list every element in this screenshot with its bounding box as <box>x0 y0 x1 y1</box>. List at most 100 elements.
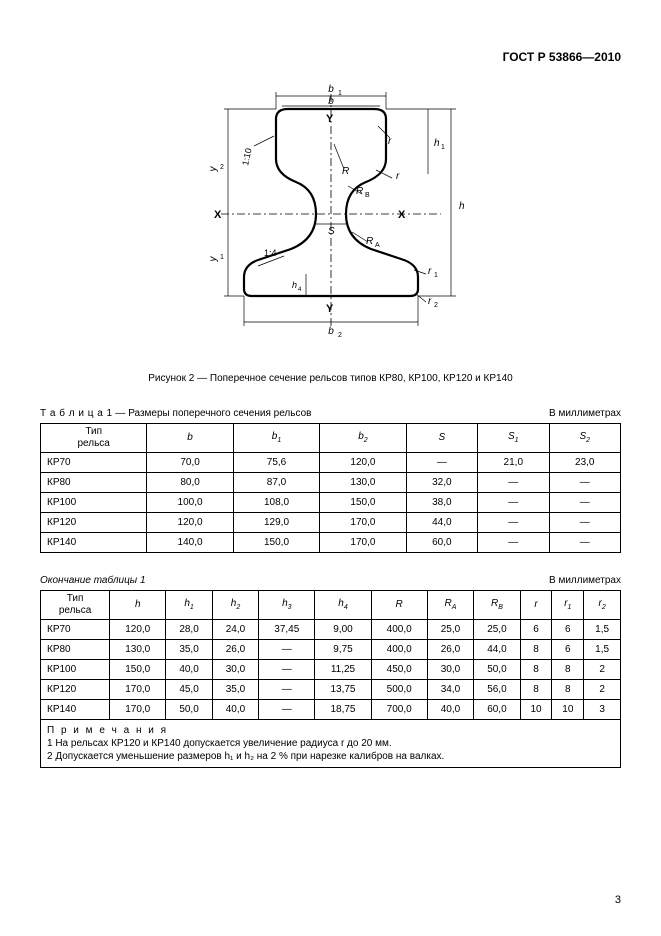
cell: 75,6 <box>233 453 319 473</box>
table-row: КР120170,045,035,0—13,75500,034,056,0882 <box>41 680 621 700</box>
table2-notes: П р и м е ч а н и я 1 На рельсах КР120 и… <box>40 720 621 768</box>
svg-text:X: X <box>398 209 406 221</box>
cell: КР70 <box>41 620 110 640</box>
cell: КР80 <box>41 473 147 493</box>
cell: 56,0 <box>474 680 520 700</box>
cell: 35,0 <box>212 680 258 700</box>
cell: — <box>549 493 621 513</box>
cell: 170,0 <box>110 680 166 700</box>
col-header: S <box>406 424 477 453</box>
cell: 30,0 <box>427 660 473 680</box>
cell: 80,0 <box>147 473 233 493</box>
cell: — <box>259 660 315 680</box>
svg-text:h: h <box>292 280 297 290</box>
col-header: h <box>110 591 166 620</box>
cell: 1,5 <box>584 640 621 660</box>
cell: 37,45 <box>259 620 315 640</box>
svg-text:b: b <box>328 326 334 337</box>
col-header: S2 <box>549 424 621 453</box>
cell: 26,0 <box>427 640 473 660</box>
col-header: S1 <box>478 424 549 453</box>
rail-cross-section-svg: b1bb2hh1y2y1XXYY1:101:4rrRBRRAr1r2Sh4 <box>166 74 496 354</box>
cell: 50,0 <box>166 700 212 720</box>
note-2: 2 Допускается уменьшение размеров h₁ и h… <box>47 750 614 763</box>
standard-number: ГОСТ Р 53866—2010 <box>40 50 621 64</box>
svg-text:S: S <box>328 226 335 237</box>
table-row: КР140140,0150,0170,060,0—— <box>41 533 621 553</box>
cell: 60,0 <box>406 533 477 553</box>
svg-text:1: 1 <box>338 90 342 97</box>
svg-text:Y: Y <box>326 303 334 315</box>
page: ГОСТ Р 53866—2010 b1bb2hh1y2y1XXYY1:101:… <box>0 0 661 936</box>
cell: 87,0 <box>233 473 319 493</box>
col-header: RA <box>427 591 473 620</box>
svg-text:y: y <box>208 166 219 173</box>
svg-text:2: 2 <box>434 302 438 309</box>
cell: 10 <box>520 700 552 720</box>
col-header: Типрельса <box>41 424 147 453</box>
svg-text:2: 2 <box>338 332 342 339</box>
svg-text:b: b <box>328 84 334 95</box>
table1-unit: В миллиметрах <box>549 408 621 419</box>
col-header: r1 <box>552 591 584 620</box>
cell: 8 <box>520 680 552 700</box>
svg-text:r: r <box>396 171 400 182</box>
col-header: b1 <box>233 424 319 453</box>
table-row: КР70120,028,024,037,459,00400,025,025,06… <box>41 620 621 640</box>
table-1: Типрельсаbb1b2SS1S2КР7070,075,6120,0—21,… <box>40 423 621 553</box>
cell: — <box>478 473 549 493</box>
cell: 40,0 <box>427 700 473 720</box>
cell: 6 <box>520 620 552 640</box>
col-header: r2 <box>584 591 621 620</box>
cell: 500,0 <box>371 680 427 700</box>
col-header: RB <box>474 591 520 620</box>
cell: 21,0 <box>478 453 549 473</box>
svg-text:r: r <box>428 296 432 307</box>
cell: 9,75 <box>315 640 371 660</box>
cell: 6 <box>552 620 584 640</box>
cell: 1,5 <box>584 620 621 640</box>
svg-text:Y: Y <box>326 113 334 125</box>
cell: КР120 <box>41 513 147 533</box>
table2-unit: В миллиметрах <box>549 575 621 586</box>
cell: 10 <box>552 700 584 720</box>
cell: 25,0 <box>474 620 520 640</box>
cell: 45,0 <box>166 680 212 700</box>
svg-text:1: 1 <box>220 254 224 261</box>
cell: 25,0 <box>427 620 473 640</box>
svg-text:X: X <box>214 209 222 221</box>
cell: 35,0 <box>166 640 212 660</box>
cell: 130,0 <box>110 640 166 660</box>
cell: 400,0 <box>371 620 427 640</box>
svg-text:2: 2 <box>220 164 224 171</box>
cell: 3 <box>584 700 621 720</box>
cell: 150,0 <box>110 660 166 680</box>
cell: 26,0 <box>212 640 258 660</box>
cell: — <box>406 453 477 473</box>
table-row: КР140170,050,040,0—18,75700,040,060,0101… <box>41 700 621 720</box>
svg-text:1:10: 1:10 <box>240 147 253 166</box>
svg-text:4: 4 <box>298 287 302 293</box>
col-header: r <box>520 591 552 620</box>
svg-text:1:4: 1:4 <box>264 248 277 258</box>
cell: 120,0 <box>320 453 406 473</box>
cell: 24,0 <box>212 620 258 640</box>
cell: — <box>478 533 549 553</box>
col-header: b <box>147 424 233 453</box>
svg-text:1: 1 <box>441 144 445 151</box>
note-1: 1 На рельсах КР120 и КР140 допускается у… <box>47 737 614 750</box>
col-header: b2 <box>320 424 406 453</box>
svg-text:h: h <box>459 201 465 212</box>
cell: 108,0 <box>233 493 319 513</box>
cell: 140,0 <box>147 533 233 553</box>
cell: 170,0 <box>320 513 406 533</box>
cell: 9,00 <box>315 620 371 640</box>
cell: 100,0 <box>147 493 233 513</box>
table1-header-row: Т а б л и ц а 1 — Размеры поперечного се… <box>40 408 621 419</box>
svg-text:b: b <box>328 96 334 107</box>
svg-text:y: y <box>208 256 219 263</box>
table-row: КР8080,087,0130,032,0—— <box>41 473 621 493</box>
cell: КР140 <box>41 533 147 553</box>
cell: КР100 <box>41 660 110 680</box>
cell: 6 <box>552 640 584 660</box>
